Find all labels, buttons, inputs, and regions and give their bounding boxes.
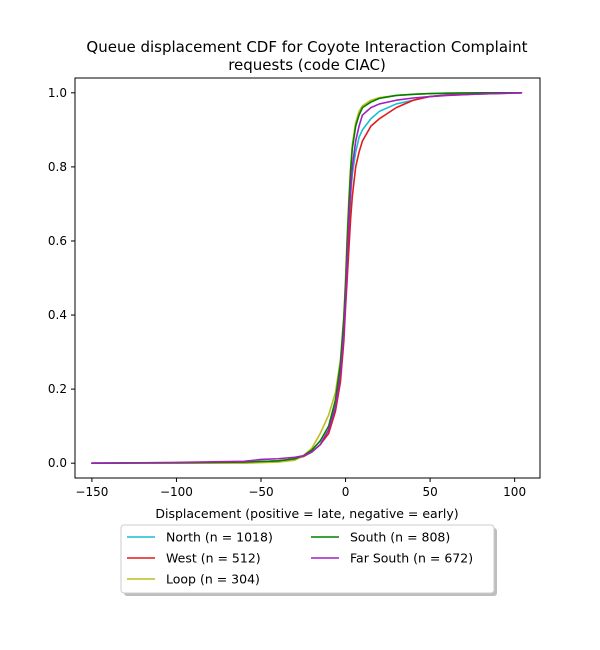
legend-label-west: West (n = 512) bbox=[166, 551, 261, 566]
series-layer bbox=[91, 92, 523, 464]
legend-label-south: South (n = 808) bbox=[350, 530, 450, 545]
y-tick-label: 0.4 bbox=[48, 308, 67, 322]
y-axis-ticks: 0.0 0.2 0.4 0.6 0.8 1.0 bbox=[48, 86, 75, 470]
chart-title-line-1: Queue displacement CDF for Coyote Intera… bbox=[86, 38, 527, 56]
series-line-far-south bbox=[91, 92, 523, 464]
y-tick-label: 0.8 bbox=[48, 160, 67, 174]
x-tick-label: 50 bbox=[422, 485, 437, 499]
x-axis-ticks: −150 −100 −50 0 50 100 bbox=[75, 478, 526, 499]
y-tick-label: 0.6 bbox=[48, 234, 67, 248]
legend: North (n = 1018) West (n = 512) Loop (n = … bbox=[120, 524, 497, 596]
legend-box bbox=[120, 524, 495, 594]
x-tick-label: −150 bbox=[75, 485, 108, 499]
x-tick-label: 100 bbox=[503, 485, 526, 499]
plot-area: −150 −100 −50 0 50 100 0.0 0.2 0.4 0.6 0.8 1.0 bbox=[48, 77, 541, 499]
y-tick-label: 0.2 bbox=[48, 382, 67, 396]
chart-title-line-2: requests (code CIAC) bbox=[228, 56, 386, 74]
plot-frame bbox=[74, 77, 541, 479]
legend-label-loop: Loop (n = 304) bbox=[166, 572, 260, 587]
x-tick-label: −100 bbox=[160, 485, 193, 499]
legend-label-north: North (n = 1018) bbox=[166, 530, 273, 545]
x-axis-label: Displacement (positive = late, negative … bbox=[155, 506, 458, 521]
y-tick-label: 0.0 bbox=[48, 456, 67, 470]
legend-label-far-south: Far South (n = 672) bbox=[350, 551, 473, 566]
y-tick-label: 1.0 bbox=[48, 86, 67, 100]
x-tick-label: −50 bbox=[248, 485, 273, 499]
legend-entries: North (n = 1018) West (n = 512) Loop (n = … bbox=[127, 530, 473, 587]
x-tick-label: 0 bbox=[342, 485, 350, 499]
